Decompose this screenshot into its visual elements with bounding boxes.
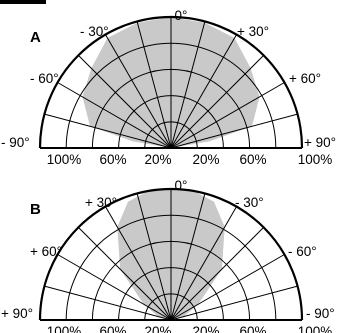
angle-label-mid-left: + 60°: [30, 244, 62, 259]
grid-spoke: [78, 55, 172, 149]
grid-spoke: [170, 227, 264, 321]
polar-grid: [38, 15, 304, 149]
panel-label: A: [30, 29, 41, 46]
percent-label: 60%: [99, 152, 126, 167]
panel-a: A 0° - 30° + 30° - 60° + 60° - 90° + 90°…: [1, 8, 336, 167]
percent-label: 100%: [298, 324, 333, 333]
panel-b: B 0° + 30° - 30° + 60° - 60° + 90° - 90°…: [1, 178, 335, 333]
percent-label: 60%: [99, 324, 126, 333]
angle-label-end-left: + 90°: [1, 306, 33, 321]
angle-label-upper-left: + 30°: [85, 195, 117, 210]
grid-spoke: [105, 206, 172, 321]
angle-label-top: 0°: [175, 178, 188, 193]
angle-label-upper-right: - 30°: [235, 195, 264, 210]
polar-grid: [38, 187, 304, 321]
angle-label-mid-right: - 60°: [288, 244, 317, 259]
angle-label-top: 0°: [175, 8, 188, 23]
grid-spoke: [170, 254, 285, 321]
percent-label: 20%: [192, 324, 219, 333]
grid-spoke: [170, 21, 206, 149]
percent-label: 60%: [239, 324, 266, 333]
grid-spoke: [170, 82, 285, 149]
grid-spoke: [170, 113, 298, 149]
grid-spoke: [170, 34, 237, 149]
percent-label: 20%: [144, 152, 171, 167]
percent-label: 60%: [239, 152, 266, 167]
percent-label: 20%: [144, 324, 171, 333]
percent-label: 100%: [47, 152, 82, 167]
angle-label-mid-left: - 60°: [30, 71, 59, 86]
grid-spoke: [78, 227, 172, 321]
grid-spoke: [44, 285, 172, 321]
angle-label-end-right: + 90°: [304, 135, 336, 150]
grid-spoke: [57, 254, 172, 321]
angle-label-upper-left: - 30°: [80, 24, 109, 39]
grid-spoke: [105, 34, 172, 149]
grid-spoke: [170, 55, 264, 149]
angle-label-end-left: - 90°: [1, 135, 30, 150]
percent-label: 100%: [298, 152, 333, 167]
grid-spoke: [136, 21, 172, 149]
percent-label: 20%: [192, 152, 219, 167]
grid-spoke: [170, 285, 298, 321]
grid-spoke: [44, 113, 172, 149]
grid-spoke: [170, 206, 237, 321]
top-rule: [0, 0, 46, 4]
grid-spoke: [170, 193, 206, 321]
angle-label-mid-right: + 60°: [289, 71, 321, 86]
angle-label-upper-right: + 30°: [237, 24, 269, 39]
grid-spoke: [57, 82, 172, 149]
percent-label: 100%: [47, 324, 82, 333]
angle-label-end-right: - 90°: [306, 306, 335, 321]
grid-spoke: [136, 193, 172, 321]
panel-label: B: [30, 201, 41, 218]
